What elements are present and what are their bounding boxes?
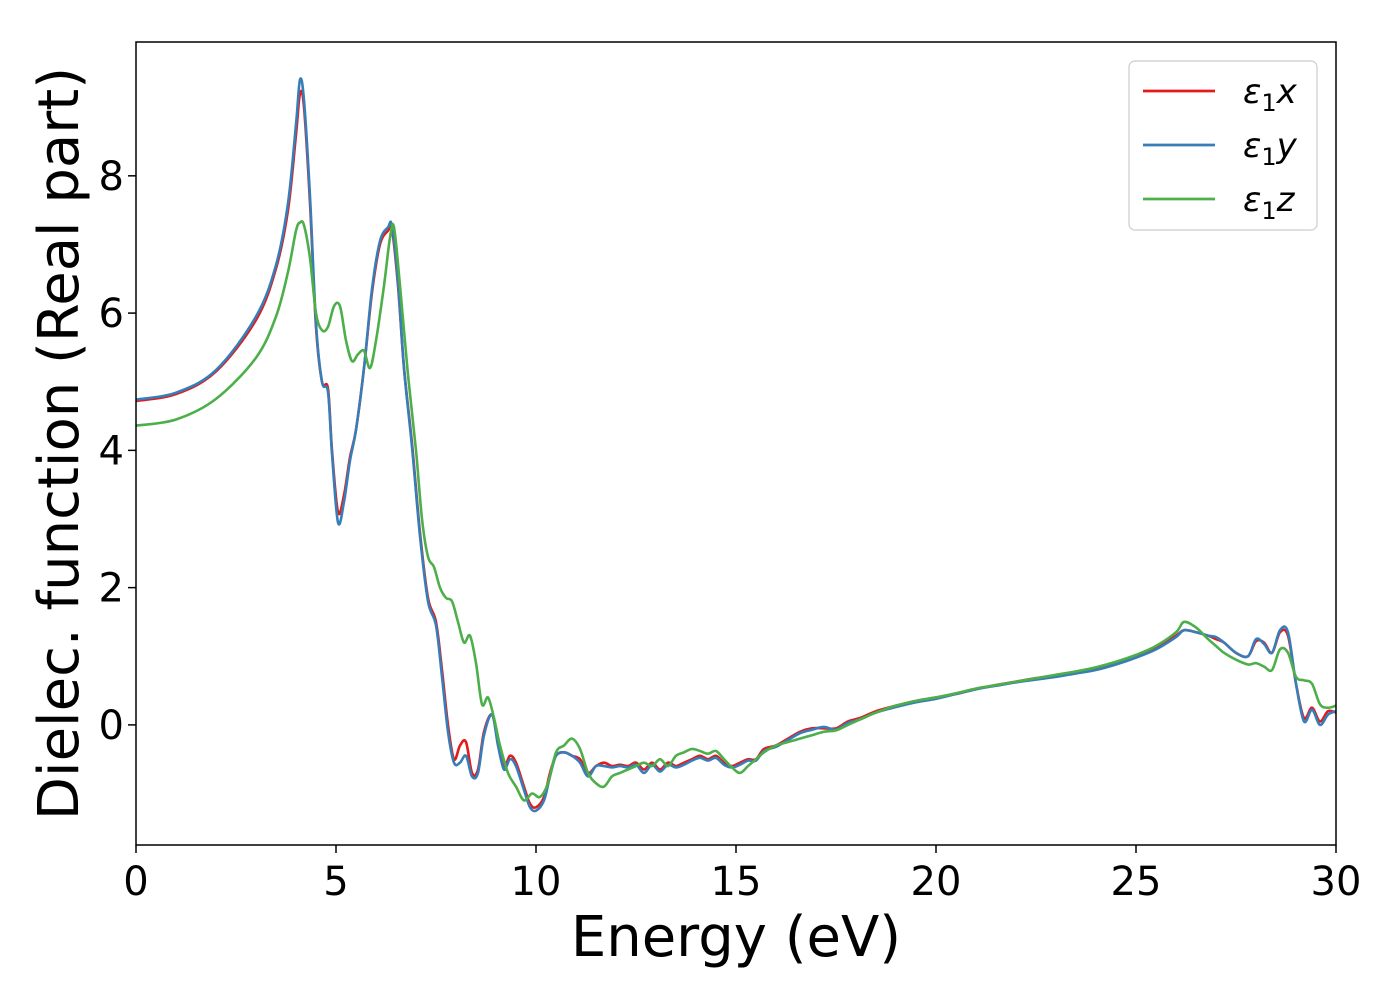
series-lines xyxy=(136,77,1336,813)
legend-label-y: ε1y xyxy=(1243,126,1298,171)
x-tick-label: 5 xyxy=(323,859,348,905)
y-tick-label: 2 xyxy=(99,566,124,612)
y-tick-label: 6 xyxy=(99,291,124,337)
x-axis-title: Energy (eV) xyxy=(571,905,901,970)
y-tick-label: 8 xyxy=(99,154,124,200)
x-tick-label: 25 xyxy=(1111,859,1162,905)
series-line-y xyxy=(136,77,1336,813)
x-tick-label: 0 xyxy=(123,859,148,905)
y-tick-label: 0 xyxy=(99,703,124,749)
legend: ε1x ε1y ε1z xyxy=(1128,60,1318,231)
legend-label-x: ε1x xyxy=(1243,72,1298,117)
y-axis: 0 2 4 6 8 xyxy=(99,154,136,749)
x-tick-label: 15 xyxy=(711,859,762,905)
legend-label-z: ε1z xyxy=(1243,180,1296,225)
series-line-z xyxy=(136,220,1336,802)
x-axis: 0 5 10 15 20 25 30 xyxy=(123,845,1361,905)
x-tick-label: 10 xyxy=(511,859,562,905)
y-tick-label: 4 xyxy=(99,428,124,474)
y-axis-title: Dielec. function (Real part) xyxy=(27,67,92,820)
legend-box xyxy=(1128,60,1318,231)
x-tick-label: 30 xyxy=(1311,859,1362,905)
x-tick-label: 20 xyxy=(911,859,962,905)
